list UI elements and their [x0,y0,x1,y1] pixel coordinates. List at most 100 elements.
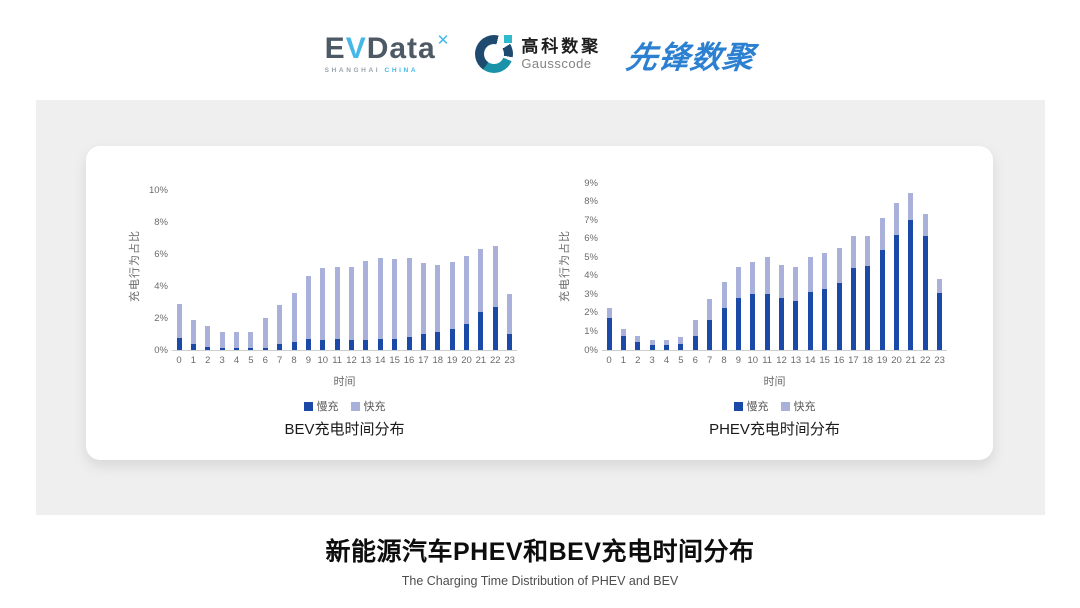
bar-slow-hour-17 [420,334,426,350]
x-axis-title: 时间 [333,376,356,388]
bar-slow-hour-22 [492,306,498,350]
bar-slow-hour-2 [205,346,211,350]
bar-fast-hour-2 [635,335,641,342]
x-tick-label: 15 [389,355,400,366]
x-tick-label: 2 [635,355,641,366]
bar-slow-hour-6 [262,347,268,350]
bar-fast-hour-3 [219,331,225,349]
bar-fast-hour-10 [320,267,326,340]
evdata-letter-v: V [345,32,367,65]
bar-fast-hour-4 [234,332,239,349]
bar-slow-hour-16 [836,283,842,350]
x-tick-label: 3 [219,355,225,366]
x-tick-label: 12 [346,355,357,366]
x-tick-label: 20 [891,355,902,366]
bar-slow-hour-8 [721,307,727,350]
legend-item-慢充: 慢充 [733,398,769,414]
bar-fast-hour-0 [606,308,612,318]
bar-fast-hour-11 [764,257,770,295]
y-tick-label: 9% [584,177,598,189]
chart-title: BEV充电时间分布 [284,421,405,438]
bar-fast-hour-16 [836,247,842,284]
y-tick-label: 0% [154,344,168,356]
bar-slow-hour-13 [793,301,799,350]
bar-fast-hour-0 [176,303,182,338]
x-tick-label: 18 [862,355,874,366]
bar-fast-hour-1 [190,320,196,345]
bar-fast-hour-20 [894,202,899,235]
bar-fast-hour-9 [735,266,741,299]
bar-fast-hour-18 [865,235,871,266]
x-tick-label: 4 [233,355,240,366]
bar-slow-hour-18 [435,332,441,350]
bar-slow-hour-6 [692,336,698,350]
x-tick-label: 17 [418,355,429,366]
bar-slow-hour-22 [922,235,928,350]
propeller-icon: ✕ [436,32,451,49]
bar-slow-hour-3 [219,348,225,350]
x-tick-label: 22 [489,355,501,366]
x-tick-label: 0 [606,355,612,366]
bar-fast-hour-16 [406,258,412,338]
x-tick-label: 11 [762,355,773,366]
x-tick-label: 9 [305,355,312,366]
x-tick-label: 13 [360,355,372,366]
bar-fast-hour-20 [464,256,469,325]
bar-slow-hour-2 [635,341,641,350]
bar-fast-hour-22 [922,213,928,236]
y-tick-label: 4% [154,280,168,292]
bar-slow-hour-19 [449,329,455,350]
x-tick-label: 7 [706,355,713,366]
legend-swatch-icon [780,401,790,411]
pioneer-data-logo: 先锋数聚 [624,39,758,75]
x-tick-label: 14 [374,355,386,366]
bar-fast-hour-6 [692,320,698,337]
bar-slow-hour-5 [678,344,684,350]
bar-slow-hour-5 [248,348,254,350]
bar-slow-hour-14 [377,338,383,350]
gausscode-text: 高科数聚 Gausscode [521,37,601,72]
chart-panel: 充电行为占比 0% 2% 4% 6% 8% 10% 0 1 2 3 4 5 6 7 8 9 10 11 12 13 14 1… [36,100,1045,515]
bar-slow-hour-13 [363,339,369,350]
evdata-tagline: SHANGHAI CHINA [325,67,418,74]
bar-fast-hour-9 [305,276,311,339]
bar-fast-hour-8 [721,282,727,308]
x-tick-label: 22 [919,355,931,366]
bar-slow-hour-0 [606,317,612,350]
phev-chart: 充电行为占比 0% 1% 2% 3% 4% 5% 6% 7% 8% 9% 0 1 2 3 4 5 6 7 8 9 10 11… [559,146,952,446]
bar-fast-hour-19 [449,262,455,330]
x-tick-label: 4 [663,355,670,366]
bar-slow-hour-4 [664,345,669,350]
x-tick-label: 1 [620,355,627,366]
plot-area [172,181,517,351]
bar-fast-hour-17 [850,235,856,269]
evdata-tagline-china: CHINA [384,67,419,74]
bar-slow-hour-0 [176,338,182,350]
bar-fast-hour-18 [435,265,441,333]
bar-fast-hour-7 [277,305,283,345]
y-tick-label: 7% [584,214,598,226]
bar-fast-hour-14 [377,258,383,339]
legend-label: 快充 [363,401,386,413]
x-tick-label: 8 [721,355,727,366]
x-tick-label: 14 [804,355,816,366]
bar-fast-hour-2 [205,326,211,347]
bar-slow-hour-20 [894,234,899,350]
bar-fast-hour-1 [620,328,626,336]
bar-slow-hour-1 [620,335,626,350]
legend-item-慢充: 慢充 [303,398,339,414]
evdata-letters-data: Data [366,32,436,65]
x-axis-title: 时间 [763,376,786,388]
x-tick-label: 2 [205,355,211,366]
bar-fast-hour-8 [291,293,297,343]
bev-chart: 充电行为占比 0% 2% 4% 6% 8% 10% 0 1 2 3 4 5 6 7 8 9 10 11 12 13 14 1… [129,146,522,446]
chart-title: PHEV充电时间分布 [709,421,840,438]
x-tick-label: 20 [461,355,472,366]
x-tick-label: 17 [848,355,859,366]
x-tick-label: 8 [291,355,297,366]
evdata-logo: EVData✕ SHANGHAI CHINA [325,32,451,74]
logo-bar: EVData✕ SHANGHAI CHINA 高科数聚 Gausscode 先锋… [0,22,1080,86]
legend-label: 快充 [793,401,816,413]
y-tick-label: 0% [584,344,598,356]
